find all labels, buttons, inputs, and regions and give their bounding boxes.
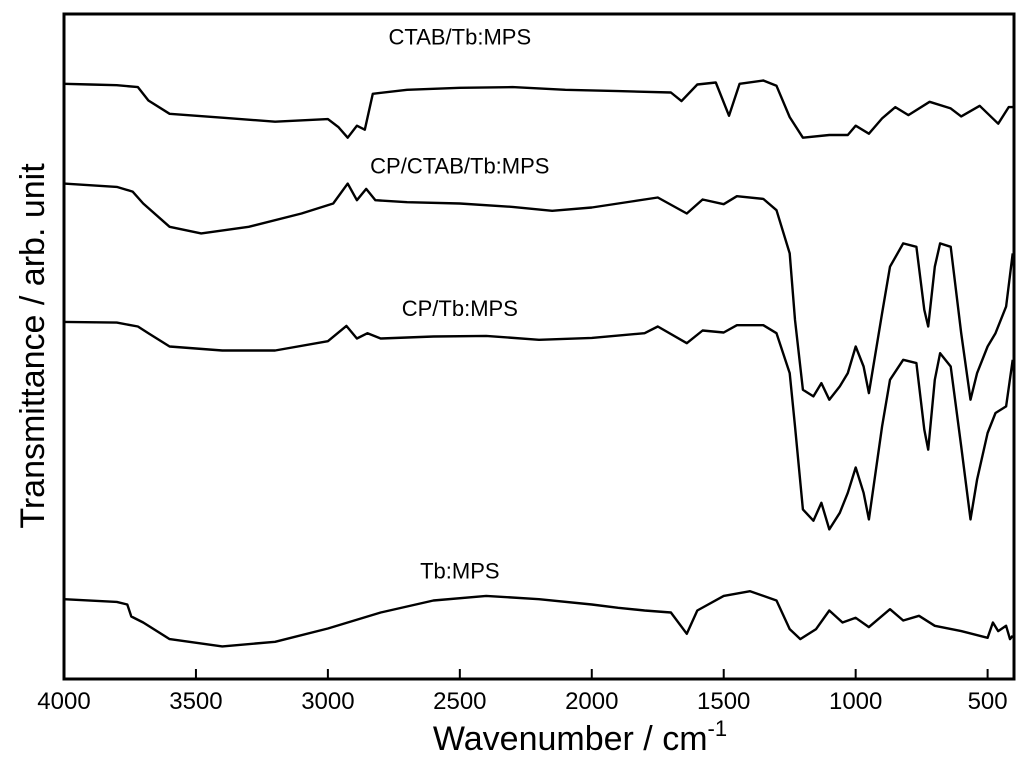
x-tick-label: 2000 — [565, 688, 618, 715]
series-labels: CTAB/Tb:MPS CP/CTAB/Tb:MPS CP/Tb:MPS Tb:MPS — [370, 25, 549, 584]
x-tick-label: 3500 — [169, 688, 222, 715]
plot-frame — [62, 12, 1016, 681]
x-axis-title-sup: -1 — [708, 716, 728, 741]
x-tick-label: 4000 — [37, 688, 90, 715]
series-line-1 — [63, 79, 1013, 139]
y-axis-title: Transmittance / arb. unit — [14, 163, 52, 529]
x-tick-label: 1000 — [829, 688, 882, 715]
series-label-2: CP/CTAB/Tb:MPS — [370, 154, 549, 179]
series-label-1: CTAB/Tb:MPS — [389, 25, 532, 50]
series-line-2 — [63, 182, 1014, 401]
x-tick-label: 2500 — [433, 688, 486, 715]
x-tick-labels: 4000 3500 3000 2500 2000 1500 1000 500 — [37, 688, 1007, 715]
series-label-4: Tb:MPS — [420, 558, 499, 583]
series-lines — [63, 79, 1014, 648]
series-line-3 — [63, 320, 1014, 531]
x-tick-label: 3000 — [301, 688, 354, 715]
series-line-4 — [63, 590, 1014, 648]
series-label-3: CP/Tb:MPS — [402, 296, 518, 321]
x-tick-label: 500 — [968, 688, 1008, 715]
x-tick-label: 1500 — [697, 688, 750, 715]
x-axis-title: Wavenumber / cm-1 — [433, 716, 727, 758]
x-ticks — [63, 669, 989, 679]
x-axis-title-main: Wavenumber / cm — [433, 720, 708, 758]
